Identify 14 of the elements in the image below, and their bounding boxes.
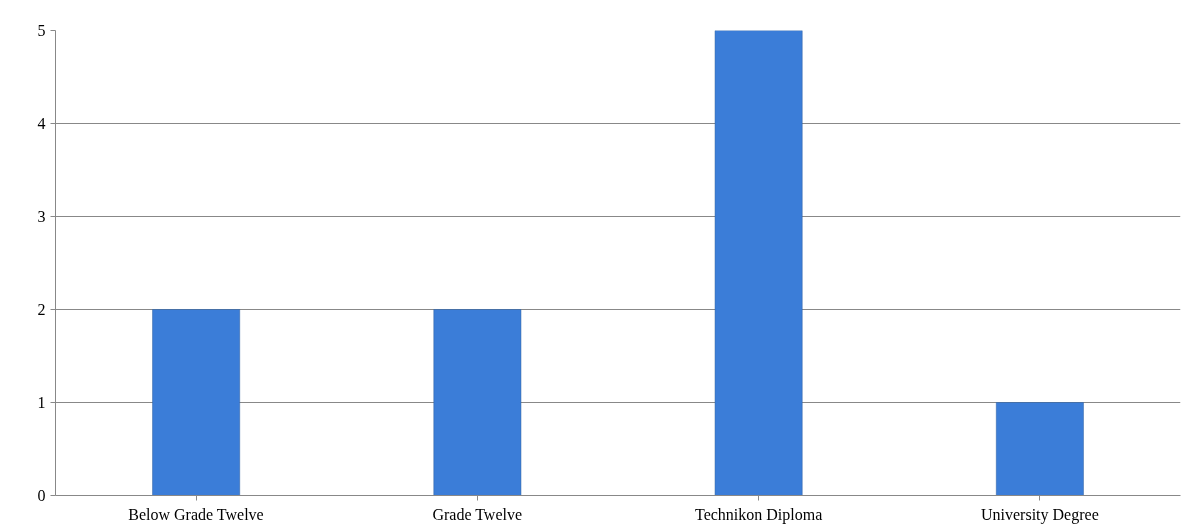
x-tick-label: Below Grade Twelve: [128, 505, 264, 523]
x-tick-label: University Degree: [981, 505, 1099, 524]
x-tick-label: Technikon Diploma: [694, 505, 823, 524]
y-tick-label: 1: [37, 394, 46, 411]
y-tick-label: 5: [37, 22, 46, 39]
y-tick-label: 4: [37, 115, 46, 132]
y-tick-label: 3: [37, 208, 46, 225]
y-tick-label: 0: [37, 487, 46, 504]
y-tick-label: 2: [37, 301, 46, 318]
bar: [433, 309, 522, 496]
x-tick-label: Grade Twelve: [432, 505, 523, 523]
bar: [996, 402, 1084, 496]
bar: [152, 309, 240, 496]
bar: [714, 30, 803, 496]
